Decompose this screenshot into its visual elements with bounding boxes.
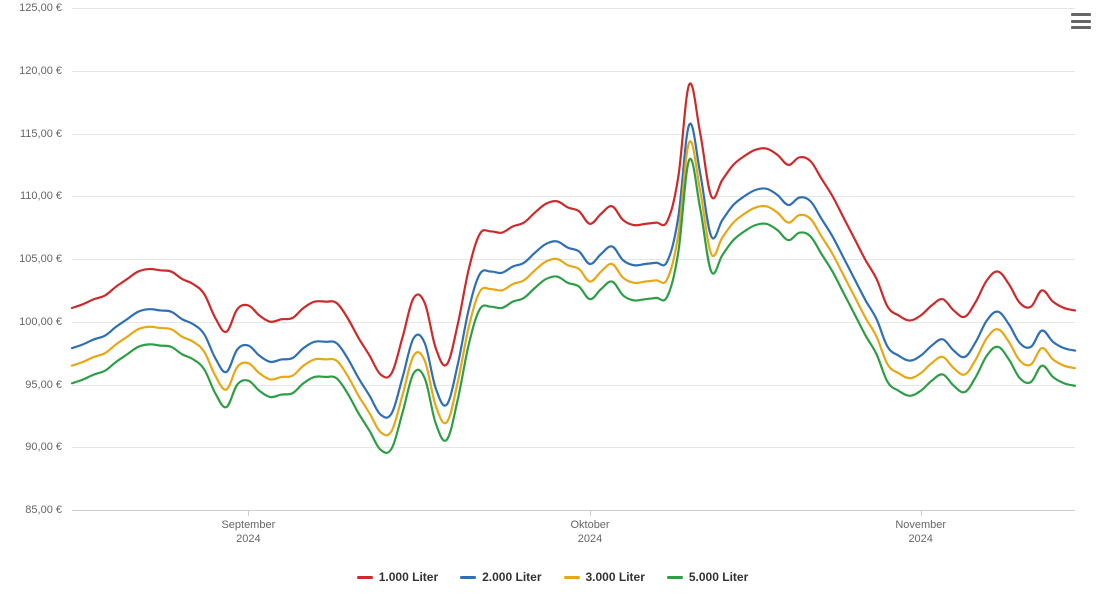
x-tick-label: Oktober2024 [570,518,609,547]
legend-swatch [564,576,580,579]
series-line[interactable] [72,124,1075,418]
legend-swatch [460,576,476,579]
legend-item[interactable]: 5.000 Liter [667,570,748,584]
x-tick-label: September2024 [221,518,275,547]
x-tick-label: November2024 [895,518,946,547]
legend-label: 5.000 Liter [689,570,748,584]
chart-legend: 1.000 Liter 2.000 Liter 3.000 Liter 5.000 L… [0,570,1105,584]
x-tick-mark [248,510,249,516]
legend-item[interactable]: 3.000 Liter [564,570,645,584]
x-tick-mark [921,510,922,516]
series-line[interactable] [72,159,1075,453]
legend-label: 3.000 Liter [586,570,645,584]
price-line-chart: 85,00 €90,00 €95,00 €100,00 €105,00 €110… [0,0,1105,603]
legend-label: 1.000 Liter [379,570,438,584]
legend-swatch [667,576,683,579]
x-tick-mark [590,510,591,516]
legend-item[interactable]: 2.000 Liter [460,570,541,584]
legend-item[interactable]: 1.000 Liter [357,570,438,584]
legend-label: 2.000 Liter [482,570,541,584]
legend-swatch [357,576,373,579]
series-line[interactable] [72,141,1075,435]
series-line[interactable] [72,83,1075,377]
